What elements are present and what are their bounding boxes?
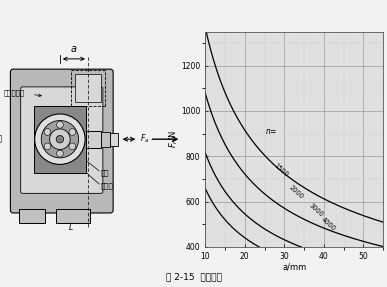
Text: 图 2-15  轴承寿命: 图 2-15 轴承寿命 <box>166 272 221 281</box>
Text: $n$=: $n$= <box>265 127 277 136</box>
Text: a: a <box>71 44 77 54</box>
Text: 轴承: 轴承 <box>101 170 110 176</box>
Circle shape <box>44 143 51 150</box>
Bar <box>101 132 110 147</box>
Bar <box>19 209 45 223</box>
Circle shape <box>69 143 76 150</box>
Text: $F_a$: $F_a$ <box>140 132 149 145</box>
Circle shape <box>56 135 63 143</box>
Text: 2000: 2000 <box>288 185 305 200</box>
Text: L: L <box>69 223 73 232</box>
Circle shape <box>69 129 76 135</box>
Text: 3000: 3000 <box>308 203 325 218</box>
Bar <box>86 131 101 148</box>
Circle shape <box>57 150 63 157</box>
FancyBboxPatch shape <box>10 69 113 213</box>
FancyBboxPatch shape <box>21 87 103 193</box>
Text: 1500: 1500 <box>272 162 289 178</box>
Bar <box>34 106 86 173</box>
Circle shape <box>50 129 70 150</box>
Text: 泵: 泵 <box>0 135 2 144</box>
Bar <box>110 133 118 146</box>
Circle shape <box>44 129 51 135</box>
Y-axis label: $F_r$/N: $F_r$/N <box>167 130 180 148</box>
Circle shape <box>57 121 63 128</box>
Bar <box>75 74 101 102</box>
X-axis label: a/mm: a/mm <box>282 262 306 271</box>
Text: $F_r$: $F_r$ <box>91 80 99 92</box>
Bar <box>56 209 90 223</box>
Circle shape <box>35 114 85 164</box>
Text: 十字连接件: 十字连接件 <box>4 89 25 96</box>
Text: 4000: 4000 <box>320 216 337 232</box>
Circle shape <box>41 121 79 158</box>
Text: 外支承: 外支承 <box>101 183 114 189</box>
